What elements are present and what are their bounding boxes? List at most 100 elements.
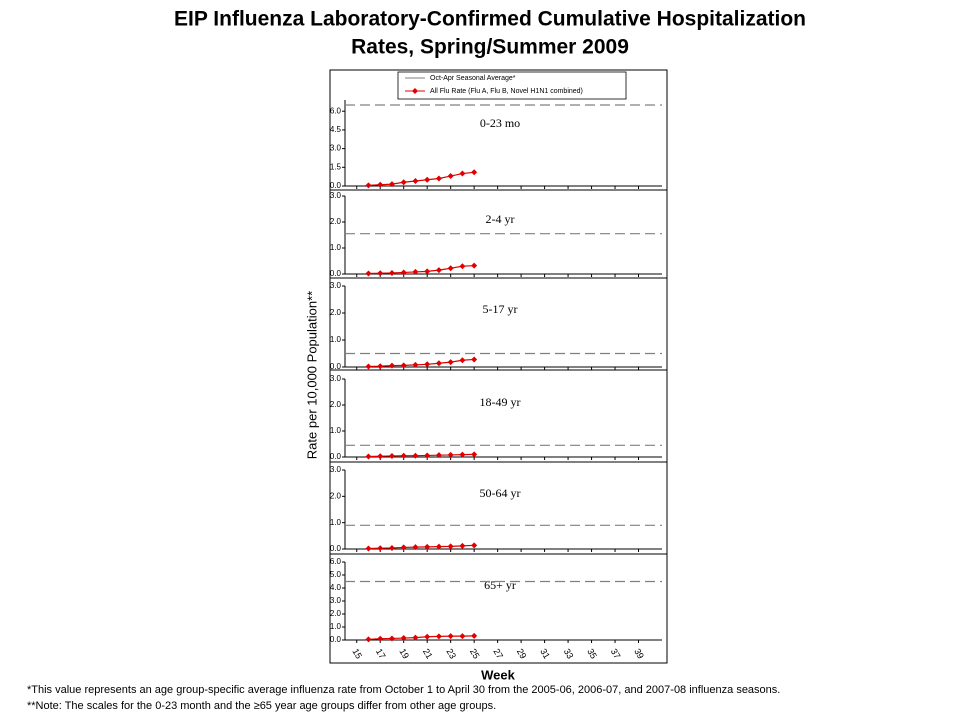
data-point — [400, 635, 407, 642]
x-tick-label: 15 — [350, 647, 364, 661]
data-point — [459, 170, 466, 177]
y-tick-label: 0.0 — [330, 452, 342, 461]
x-tick-label: 31 — [538, 647, 552, 661]
data-point — [412, 452, 419, 459]
y-tick-label: 0.0 — [330, 269, 342, 278]
data-point — [377, 635, 384, 642]
data-point — [400, 269, 407, 276]
y-tick-label: 4.0 — [330, 583, 342, 592]
x-tick-label: 27 — [491, 647, 505, 661]
x-tick-label: 29 — [515, 647, 529, 661]
data-point — [412, 634, 419, 641]
data-point — [365, 545, 372, 552]
chart-title: Rates, Spring/Summer 2009 — [351, 36, 629, 59]
data-point — [447, 633, 454, 640]
data-point — [424, 452, 431, 459]
data-point — [412, 544, 419, 551]
data-point — [435, 360, 442, 367]
y-tick-label: 3.0 — [330, 191, 342, 200]
chart-title: EIP Influenza Laboratory-Confirmed Cumul… — [174, 8, 806, 31]
x-tick-label: 37 — [609, 647, 623, 661]
y-tick-label: 4.5 — [330, 125, 342, 134]
data-point — [471, 451, 478, 458]
data-point — [447, 359, 454, 366]
data-point — [388, 452, 395, 459]
y-tick-label: 6.0 — [330, 106, 342, 115]
data-line — [368, 358, 475, 368]
y-tick-label: 2.0 — [330, 609, 342, 618]
y-tick-label: 0.0 — [330, 544, 342, 553]
y-tick-label: 2.0 — [330, 217, 342, 226]
data-line — [368, 635, 475, 640]
panel-title: 2-4 yr — [486, 212, 515, 226]
data-point — [424, 176, 431, 183]
data-point — [459, 357, 466, 364]
panel-title: 0-23 mo — [480, 116, 520, 130]
data-point — [471, 262, 478, 269]
data-line — [368, 171, 475, 186]
data-line — [368, 265, 475, 275]
data-point — [365, 453, 372, 460]
chart-frame — [329, 69, 668, 664]
data-point — [365, 636, 372, 643]
data-point — [459, 451, 466, 458]
data-point — [447, 543, 454, 550]
data-point — [459, 263, 466, 270]
legend-box — [397, 71, 627, 100]
legend-label: All Flu Rate (Flu A, Flu B, Novel H1N1 c… — [430, 88, 583, 95]
data-point — [400, 452, 407, 459]
y-tick-label: 1.0 — [330, 518, 342, 527]
data-point — [471, 632, 478, 639]
data-point — [377, 363, 384, 370]
data-point — [388, 362, 395, 369]
panel-title: 18-49 yr — [480, 395, 521, 409]
y-tick-label: 6.0 — [330, 557, 342, 566]
y-tick-label: 1.5 — [330, 162, 342, 171]
y-tick-label: 1.0 — [330, 426, 342, 435]
y-tick-label: 3.0 — [330, 596, 342, 605]
x-tick-label: 21 — [421, 647, 435, 661]
data-point — [377, 270, 384, 277]
y-tick-label: 1.0 — [330, 622, 342, 631]
y-tick-label: 0.0 — [330, 362, 342, 371]
data-point — [447, 173, 454, 180]
y-tick-label: 0.0 — [330, 181, 342, 190]
y-tick-label: 0.0 — [330, 635, 342, 644]
data-point — [471, 356, 478, 363]
data-point — [435, 543, 442, 550]
data-point — [412, 178, 419, 185]
data-point — [388, 544, 395, 551]
data-point — [471, 169, 478, 176]
data-point — [424, 543, 431, 550]
x-axis-label: Week — [481, 667, 515, 682]
data-line — [368, 453, 475, 458]
data-point — [435, 267, 442, 274]
data-point — [459, 633, 466, 640]
y-tick-label: 1.0 — [330, 243, 342, 252]
data-point — [412, 361, 419, 368]
data-point — [388, 181, 395, 188]
y-tick-label: 2.0 — [330, 308, 342, 317]
data-point — [377, 453, 384, 460]
x-tick-label: 25 — [468, 647, 482, 661]
data-point — [435, 175, 442, 182]
footnote: *This value represents an age group-spec… — [27, 684, 780, 696]
data-point — [400, 179, 407, 186]
data-point — [435, 633, 442, 640]
data-point — [365, 182, 372, 189]
y-tick-label: 5.0 — [330, 570, 342, 579]
x-tick-label: 35 — [585, 647, 599, 661]
data-point — [400, 362, 407, 369]
legend-swatch — [412, 88, 418, 94]
data-point — [424, 633, 431, 640]
data-point — [459, 542, 466, 549]
panel-title: 65+ yr — [484, 578, 516, 592]
data-point — [435, 452, 442, 459]
footnote: **Note: The scales for the 0-23 month an… — [27, 700, 496, 712]
panel-title: 50-64 yr — [480, 486, 521, 500]
data-point — [365, 363, 372, 370]
data-point — [424, 268, 431, 275]
data-point — [412, 268, 419, 275]
panel-title: 5-17 yr — [483, 302, 518, 316]
